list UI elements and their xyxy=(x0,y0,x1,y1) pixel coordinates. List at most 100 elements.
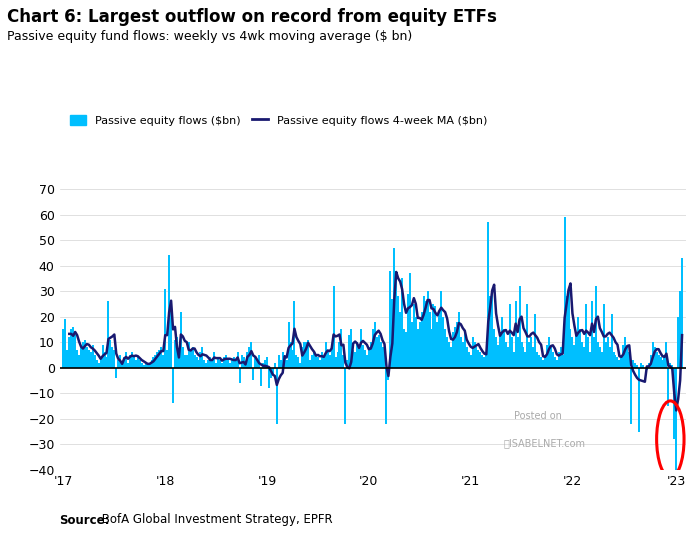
Bar xyxy=(323,357,325,368)
Bar xyxy=(617,357,619,368)
Bar xyxy=(409,273,411,368)
Bar xyxy=(657,355,659,368)
Bar xyxy=(638,368,640,431)
Bar xyxy=(243,357,244,368)
Bar xyxy=(619,360,620,368)
Bar xyxy=(266,357,268,368)
Bar xyxy=(630,368,632,424)
Bar xyxy=(615,355,617,368)
Bar xyxy=(446,337,448,368)
Bar xyxy=(182,347,184,368)
Bar xyxy=(438,312,440,368)
Bar xyxy=(98,362,99,368)
Bar xyxy=(495,337,497,368)
Bar xyxy=(330,347,332,368)
Bar xyxy=(581,342,583,368)
Bar xyxy=(284,357,286,368)
Bar xyxy=(509,304,511,368)
Bar xyxy=(254,357,256,368)
Bar xyxy=(90,353,92,368)
Bar xyxy=(180,312,182,368)
Bar xyxy=(659,357,662,368)
Bar xyxy=(72,327,74,368)
Bar xyxy=(246,353,248,368)
Bar xyxy=(202,347,204,368)
Bar xyxy=(632,360,634,368)
Bar xyxy=(435,306,436,368)
Bar xyxy=(252,368,254,381)
Bar xyxy=(319,360,321,368)
Bar xyxy=(648,362,650,368)
Text: Posted on: Posted on xyxy=(514,411,562,421)
Bar xyxy=(448,342,450,368)
Bar xyxy=(676,368,677,475)
Bar xyxy=(358,347,360,368)
Bar xyxy=(624,337,626,368)
Bar xyxy=(628,353,630,368)
Bar xyxy=(311,355,313,368)
Bar xyxy=(164,288,166,368)
Bar xyxy=(86,347,88,368)
Bar xyxy=(419,322,421,368)
Text: Chart 6: Largest outflow on record from equity ETFs: Chart 6: Largest outflow on record from … xyxy=(7,8,497,26)
Bar xyxy=(399,312,401,368)
Bar xyxy=(397,296,399,368)
Bar xyxy=(153,357,155,368)
Bar xyxy=(505,342,507,368)
Bar xyxy=(360,329,362,368)
Bar xyxy=(317,357,319,368)
Bar xyxy=(517,337,519,368)
Bar xyxy=(519,286,521,368)
Bar xyxy=(485,353,487,368)
Bar xyxy=(335,357,337,368)
Bar xyxy=(145,362,146,368)
Bar xyxy=(127,362,129,368)
Bar xyxy=(116,368,118,378)
Bar xyxy=(274,362,276,368)
Bar xyxy=(389,271,391,368)
Bar xyxy=(538,355,540,368)
Bar xyxy=(609,347,610,368)
Bar xyxy=(276,368,278,424)
Bar xyxy=(295,355,298,368)
Bar xyxy=(566,296,568,368)
Bar xyxy=(325,342,327,368)
Bar xyxy=(620,355,622,368)
Bar xyxy=(188,342,190,368)
Bar xyxy=(552,353,554,368)
Bar xyxy=(184,355,186,368)
Bar xyxy=(223,357,225,368)
Bar xyxy=(652,342,654,368)
Bar xyxy=(528,342,531,368)
Bar xyxy=(118,360,119,368)
Bar xyxy=(372,329,374,368)
Bar xyxy=(679,291,681,368)
Bar xyxy=(78,355,80,368)
Bar xyxy=(160,347,162,368)
Bar xyxy=(350,329,352,368)
Bar xyxy=(370,342,372,368)
Bar xyxy=(475,347,477,368)
Bar xyxy=(395,271,397,368)
Bar xyxy=(174,340,176,368)
Bar xyxy=(199,353,202,368)
Bar xyxy=(474,342,475,368)
Bar xyxy=(587,337,589,368)
Bar xyxy=(305,342,307,368)
Bar xyxy=(162,355,164,368)
Bar xyxy=(634,362,636,368)
Bar xyxy=(607,337,609,368)
Bar xyxy=(366,355,368,368)
Bar xyxy=(568,291,570,368)
Bar xyxy=(214,353,215,368)
Bar xyxy=(654,347,656,368)
Bar xyxy=(497,345,499,368)
Bar xyxy=(626,347,628,368)
Bar xyxy=(377,334,379,368)
Bar xyxy=(470,355,472,368)
Bar xyxy=(352,350,354,368)
Bar xyxy=(190,350,192,368)
Bar xyxy=(407,294,409,368)
Bar xyxy=(580,329,581,368)
Bar xyxy=(342,355,344,368)
